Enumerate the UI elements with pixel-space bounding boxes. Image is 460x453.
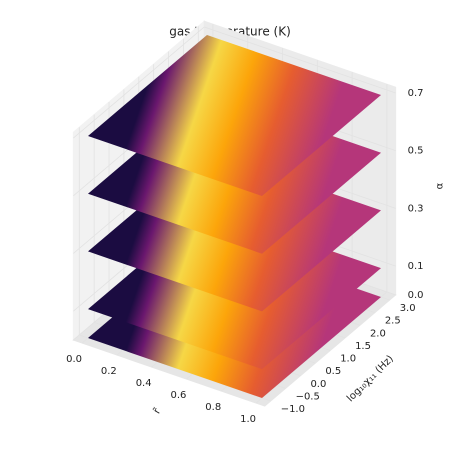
- x-tick-label: 0.2: [101, 366, 117, 377]
- y-tick-label: −1.0: [281, 404, 305, 415]
- y-tick-label: 2.5: [385, 316, 401, 327]
- y-tick-label: 1.0: [340, 354, 356, 365]
- z-tick-label: 0.7: [408, 88, 424, 99]
- x-axis-label: r̃: [151, 405, 164, 415]
- y-tick-label: 0.0: [310, 379, 326, 390]
- x-tick-label: 0.4: [136, 378, 152, 389]
- grid-line: [204, 26, 396, 94]
- z-tick-label: 0.3: [408, 203, 424, 214]
- y-tick-label: 1.5: [355, 341, 371, 352]
- x-tick-label: 0.6: [170, 390, 186, 401]
- y-tick-label: 0.5: [325, 366, 341, 377]
- grid-line: [73, 26, 205, 139]
- x-tick-label: 0.8: [205, 402, 221, 413]
- y-tick-label: 2.0: [370, 328, 386, 339]
- contour-slice: [88, 35, 381, 196]
- z-tick-label: 0.0: [408, 290, 424, 301]
- x-tick-label: 0.0: [66, 354, 82, 365]
- z-tick-label: 0.5: [408, 146, 424, 157]
- z-axis-label: α: [435, 182, 446, 189]
- x-tick-label: 1.0: [240, 414, 256, 425]
- y-tick-label: −0.5: [296, 391, 320, 402]
- z-tick-label: 0.1: [408, 261, 424, 272]
- y-tick-label: 3.0: [400, 303, 416, 314]
